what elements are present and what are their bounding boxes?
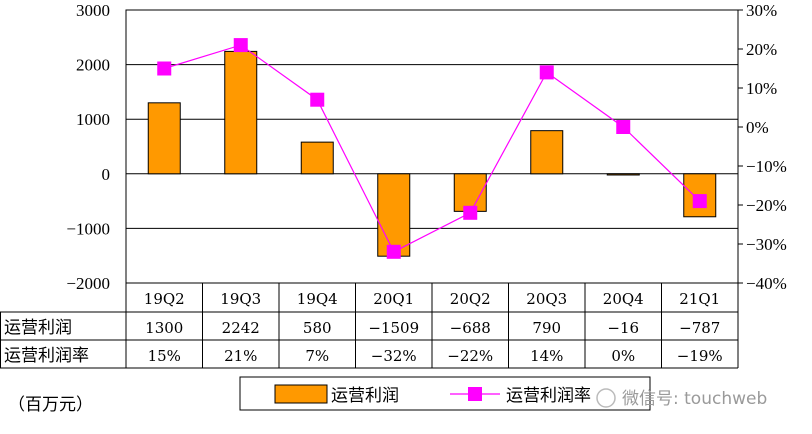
table-cell-value: −1509 <box>368 319 419 337</box>
table-cell-value: 21% <box>224 347 257 365</box>
plot-area <box>125 9 739 284</box>
x-category-label: 20Q4 <box>603 290 644 308</box>
table-row-header: 运营利润 <box>4 318 72 338</box>
legend-label-bars: 运营利润 <box>331 386 399 406</box>
margin-point-20Q4 <box>616 120 631 134</box>
y-left-tick-label: 1000 <box>76 110 110 129</box>
margin-point-20Q1 <box>386 244 401 259</box>
y-right-tick-label: 30% <box>746 1 777 20</box>
watermark: 微信号: touchweb <box>596 388 767 409</box>
table-cell-value: −19% <box>677 347 723 365</box>
bar-20Q1 <box>377 173 411 257</box>
x-category-label: 19Q3 <box>220 290 261 308</box>
table-cell-value: 580 <box>303 319 332 337</box>
margin-point-20Q2 <box>463 205 478 220</box>
legend-line-marker <box>468 387 482 401</box>
table-cell-value: 2242 <box>222 319 260 337</box>
table-cell-value: 7% <box>305 347 329 365</box>
y-left-tick-label: 3000 <box>76 1 110 20</box>
margin-point-21Q1 <box>692 194 707 209</box>
x-category-label: 21Q1 <box>679 290 720 308</box>
watermark-text: 微信号: touchweb <box>622 389 767 409</box>
table-cell-value: 790 <box>532 319 561 337</box>
y-left-tick-label: −1000 <box>66 219 110 238</box>
table-row-header: 运营利润率 <box>4 346 89 366</box>
data-table: 19Q2 19Q3 19Q4 20Q1 20Q2 20Q3 20Q4 21Q1 运营利润运营利润… <box>0 282 739 369</box>
y-right-tick-label: −10% <box>746 157 787 176</box>
table-cell-value: 14% <box>530 347 563 365</box>
legend: 运营利润 运营利润率 <box>239 376 651 411</box>
unit-note: （百万元） <box>8 395 93 415</box>
y-left-tick-label: 2000 <box>76 56 110 75</box>
legend-label-line: 运营利润率 <box>506 386 591 406</box>
x-category-label: 19Q2 <box>144 290 185 308</box>
margin-point-19Q2 <box>157 61 172 76</box>
plot-frame <box>125 9 739 284</box>
table-cell-value: −787 <box>679 319 720 337</box>
table-cell-value: −22% <box>447 347 493 365</box>
margin-line <box>164 44 701 253</box>
table-cell-value: −16 <box>607 319 639 337</box>
table-cell-value: −32% <box>371 347 417 365</box>
y-right-tick-label: −40% <box>746 274 787 293</box>
bar-20Q3 <box>530 130 564 175</box>
bar-19Q3 <box>224 50 258 175</box>
table-cell-value: −688 <box>450 319 491 337</box>
margin-point-19Q4 <box>310 92 325 107</box>
x-category-label: 19Q4 <box>297 290 338 308</box>
x-category-label: 20Q3 <box>526 290 567 308</box>
bar-19Q4 <box>300 141 334 175</box>
bar-20Q4 <box>606 173 640 176</box>
table-cell-value: 0% <box>611 347 635 365</box>
y-right-tick-label: 20% <box>746 40 777 59</box>
y-right-tick-label: 0% <box>746 118 769 137</box>
axes: −2000 −1000 0 1000 2000 3000 −40% −30% −20% −10% 0… <box>66 1 786 293</box>
table-cell-value: 1300 <box>145 319 183 337</box>
y-right-tick-label: −20% <box>746 196 787 215</box>
bar-19Q2 <box>147 102 181 175</box>
margin-point-20Q3 <box>539 65 554 80</box>
x-category-label: 20Q1 <box>373 290 414 308</box>
margin-point-19Q3 <box>233 38 248 53</box>
y-right-tick-label: 10% <box>746 79 777 98</box>
y-left-tick-label: −2000 <box>66 274 110 293</box>
x-category-label: 20Q2 <box>450 290 491 308</box>
legend-bar-swatch <box>274 384 328 404</box>
y-right-tick-label: −30% <box>746 235 787 254</box>
wechat-icon <box>596 388 616 408</box>
y-left-tick-label: 0 <box>102 165 111 184</box>
table-cell-value: 15% <box>148 347 181 365</box>
